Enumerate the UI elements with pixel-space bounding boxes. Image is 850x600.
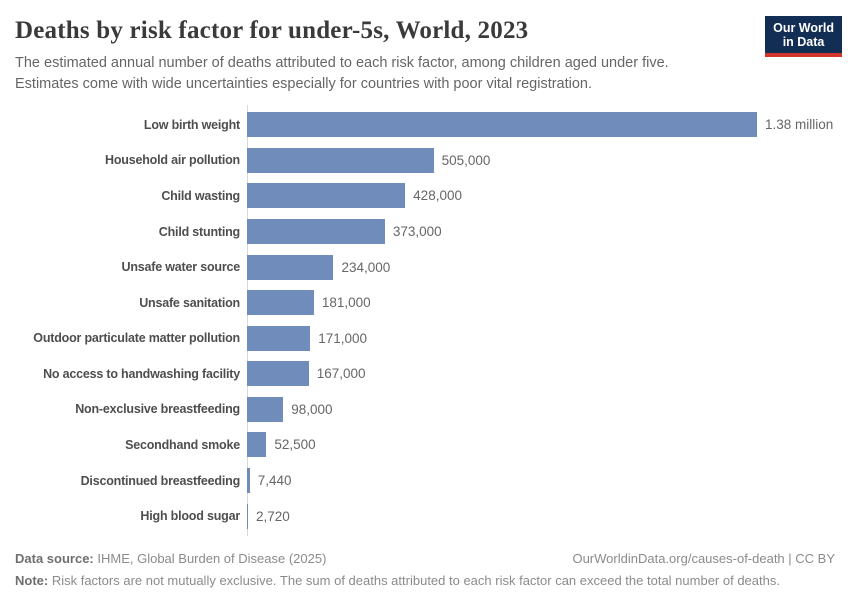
- data-source-text: IHME, Global Burden of Disease (2025): [93, 551, 327, 566]
- bar[interactable]: [247, 361, 309, 387]
- bar-value-label: 2,720: [256, 508, 290, 524]
- bar-track: 98,000: [247, 396, 835, 422]
- bar-track: 52,500: [247, 432, 835, 458]
- bar-value-label: 52,500: [274, 437, 316, 453]
- bar-label: High blood sugar: [140, 509, 240, 524]
- note-text: Risk factors are not mutually exclusive.…: [48, 573, 780, 588]
- data-source: Data source: IHME, Global Burden of Dise…: [15, 549, 326, 568]
- owid-logo-line1: Our World: [773, 21, 834, 35]
- bar-row: Discontinued breastfeeding 7,440: [15, 463, 835, 499]
- y-axis-line: [247, 105, 248, 536]
- bar[interactable]: [247, 325, 311, 351]
- bar-label: Unsafe water source: [121, 260, 241, 275]
- bar-row: Child wasting 428,000: [15, 178, 835, 214]
- bar-track: 167,000: [247, 361, 835, 387]
- bar-label: Low birth weight: [143, 117, 240, 132]
- bar-track: 428,000: [247, 183, 835, 209]
- bar-chart: Low birth weight 1.38 million Household …: [15, 105, 835, 536]
- bar[interactable]: [247, 503, 248, 529]
- owid-citation-link[interactable]: OurWorldinData.org/causes-of-death | CC …: [572, 551, 835, 566]
- bar-label: Outdoor particulate matter pollution: [33, 331, 240, 346]
- bar-track: 505,000: [247, 147, 835, 173]
- bar-row: High blood sugar 2,720: [15, 498, 835, 534]
- bar-value-label: 1.38 million: [765, 117, 834, 133]
- bar-track: 1.38 million: [247, 112, 835, 138]
- bar[interactable]: [247, 432, 267, 458]
- bar-row: Child stunting 373,000: [15, 214, 835, 250]
- page-title: Deaths by risk factor for under-5s, Worl…: [15, 17, 529, 44]
- owid-logo[interactable]: Our World in Data: [765, 16, 842, 57]
- bar-label: Child stunting: [158, 224, 240, 239]
- bar-row: Household air pollution 505,000: [15, 143, 835, 179]
- bar[interactable]: [247, 219, 385, 245]
- bar[interactable]: [247, 147, 434, 173]
- bar[interactable]: [247, 396, 284, 422]
- subtitle-line-2: Estimates come with wide uncertainties e…: [15, 76, 593, 92]
- bar-value-label: 171,000: [318, 330, 367, 346]
- chart-footer: Data source: IHME, Global Burden of Dise…: [15, 549, 835, 590]
- bar[interactable]: [247, 254, 334, 280]
- bar-value-label: 181,000: [321, 295, 371, 311]
- bar-rows: Low birth weight 1.38 million Household …: [15, 107, 835, 534]
- bar-value-label: 428,000: [413, 188, 462, 204]
- chart-subtitle: The estimated annual number of deaths at…: [15, 53, 835, 95]
- bar-label: Child wasting: [161, 188, 240, 203]
- bar-label: Secondhand smoke: [125, 437, 240, 452]
- bar-value-label: 505,000: [441, 152, 491, 168]
- bar-track: 181,000: [247, 290, 835, 316]
- bar-label: Household air pollution: [105, 153, 240, 168]
- bar-track: 234,000: [247, 254, 835, 280]
- chart-note: Note: Risk factors are not mutually excl…: [15, 571, 835, 590]
- bar[interactable]: [247, 183, 406, 209]
- bar-value-label: 7,440: [257, 473, 292, 489]
- bar-row: Unsafe sanitation 181,000: [15, 285, 835, 321]
- note-label: Note:: [15, 573, 49, 588]
- bar-track: 171,000: [247, 325, 835, 351]
- bar[interactable]: [247, 468, 250, 494]
- bar-label: No access to handwashing facility: [43, 366, 240, 381]
- bar-value-label: 98,000: [291, 401, 333, 417]
- owid-logo-line2: in Data: [782, 35, 825, 49]
- bar[interactable]: [247, 112, 757, 138]
- bar-value-label: 373,000: [392, 224, 442, 240]
- bar-row: No access to handwashing facility 167,00…: [15, 356, 835, 392]
- bar-value-label: 167,000: [316, 366, 366, 382]
- bar-row: Unsafe water source 234,000: [15, 249, 835, 285]
- bar-label: Unsafe sanitation: [139, 295, 240, 310]
- bar-row: Secondhand smoke 52,500: [15, 427, 835, 463]
- subtitle-line-1: The estimated annual number of deaths at…: [15, 55, 669, 71]
- bar-row: Low birth weight 1.38 million: [15, 107, 835, 143]
- bar[interactable]: [247, 290, 314, 316]
- bar-track: 2,720: [247, 503, 835, 529]
- bar-row: Non-exclusive breastfeeding 98,000: [15, 392, 835, 428]
- bar-track: 373,000: [247, 219, 835, 245]
- bar-label: Non-exclusive breastfeeding: [75, 402, 240, 417]
- data-source-label: Data source:: [15, 551, 94, 566]
- bar-track: 7,440: [247, 468, 835, 494]
- bar-label: Discontinued breastfeeding: [80, 473, 241, 488]
- bar-row: Outdoor particulate matter pollution 171…: [15, 320, 835, 356]
- bar-value-label: 234,000: [341, 259, 391, 275]
